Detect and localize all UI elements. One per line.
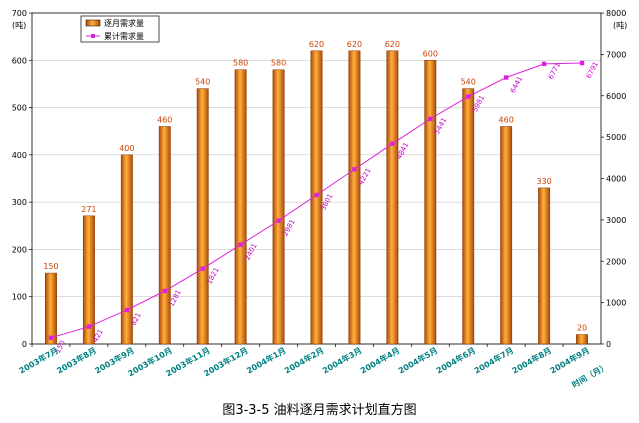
bar (196, 88, 209, 345)
bar (500, 126, 513, 345)
bar-value-label: 20 (577, 324, 587, 333)
cumulative-point (238, 242, 243, 247)
cumulative-point (86, 324, 92, 329)
bar-value-label: 150 (43, 262, 58, 271)
bar (424, 60, 437, 345)
left-tick-label: 100 (12, 293, 27, 302)
x-axis-end-label: 时间（月） (570, 361, 610, 390)
x-tick-label: 2003年7月 (17, 345, 60, 376)
cumulative-point (162, 288, 167, 294)
cumulative-point (124, 307, 130, 313)
cumulative-point (579, 60, 585, 66)
x-tick-label: 2004年8月 (510, 345, 553, 376)
right-tick-label: 1000 (606, 299, 626, 308)
legend-line-marker (91, 34, 95, 38)
cumulative-point (276, 218, 281, 223)
right-axis-unit: (吨) (613, 20, 627, 30)
cumulative-point (200, 266, 205, 271)
bar-value-label: 271 (81, 205, 96, 214)
bar-value-label: 460 (157, 115, 172, 124)
left-tick-label: 400 (12, 151, 27, 160)
bar-value-label: 600 (423, 49, 438, 58)
legend-bar-swatch (85, 19, 101, 27)
x-tick-label: 2004年6月 (434, 345, 477, 376)
bar-value-label: 460 (499, 115, 514, 124)
bars: 150 271 400 460 540 580 580 620 620 620 600 540 460 3… (43, 40, 588, 345)
bar-value-label: 400 (119, 144, 134, 153)
bar (82, 215, 95, 345)
right-tick-label: 8000 (606, 9, 626, 18)
x-tick-label: 2004年4月 (358, 345, 401, 376)
bar (234, 69, 247, 345)
bar (386, 50, 399, 345)
left-axis-unit: (吨) (12, 20, 26, 30)
bar (272, 69, 285, 345)
right-tick-label: 5000 (606, 133, 626, 142)
right-tick-label: 3000 (606, 216, 626, 225)
cumulative-point (314, 192, 319, 198)
cumulative-point (503, 75, 509, 80)
bar (538, 187, 551, 345)
bar (158, 126, 171, 345)
bar (576, 334, 588, 345)
bar-value-label: 580 (271, 59, 286, 68)
cumulative-value-label: 6441 (509, 75, 524, 94)
figure-caption: 图3-3-5 油料逐月需求计划直方图 (222, 403, 417, 418)
bar-value-label: 620 (347, 40, 362, 49)
left-tick-label: 0 (22, 340, 27, 349)
x-tick-label: 2004年9月 (548, 345, 591, 376)
right-tick-label: 6000 (606, 92, 626, 101)
bar (310, 50, 323, 345)
right-axis-ticks: 0 1000 2000 3000 4000 5000 6000 7000 8000 (601, 9, 626, 349)
left-tick-label: 700 (12, 9, 27, 18)
left-tick-label: 500 (12, 104, 27, 113)
bar-value-label: 620 (385, 40, 400, 49)
cumulative-point (466, 94, 471, 99)
left-tick-label: 200 (12, 245, 27, 254)
bar (462, 88, 475, 345)
x-tick-label: 2004年1月 (245, 345, 288, 376)
legend-line-label: 累计需求量 (104, 31, 144, 41)
legend: 逐月需求量 累计需求量 (80, 15, 160, 43)
x-tick-label: 2004年5月 (396, 345, 439, 376)
cumulative-point (48, 335, 54, 340)
bar-value-label: 540 (461, 78, 476, 87)
right-tick-label: 7000 (606, 50, 626, 59)
x-axis-ticks: 2003年7月2003年8月2003年9月2003年10月2003年11月200… (17, 344, 591, 378)
bar-value-label: 620 (309, 40, 324, 49)
bar (120, 154, 133, 345)
left-tick-label: 300 (12, 198, 27, 207)
right-tick-label: 4000 (606, 175, 626, 184)
left-axis-ticks: 0 100 200 300 400 500 600 700 (12, 9, 32, 349)
cumulative-point (352, 167, 357, 172)
x-tick-label: 2004年3月 (320, 345, 363, 376)
x-tick-label: 2004年2月 (283, 345, 326, 376)
bar (45, 272, 57, 345)
cumulative-value-label: 6791 (585, 60, 600, 79)
cumulative-point (541, 61, 547, 67)
x-tick-label: 2004年7月 (472, 345, 515, 376)
right-tick-label: 0 (606, 340, 611, 349)
bar-value-label: 580 (233, 59, 248, 68)
bar-value-label: 330 (536, 177, 551, 186)
chart: 150 271 400 460 540 580 580 620 620 620 600 540 460 3… (12, 9, 628, 390)
left-tick-label: 600 (12, 56, 27, 65)
bar-value-label: 540 (195, 78, 210, 87)
legend-bar-label: 逐月需求量 (104, 18, 144, 28)
cumulative-point (390, 141, 395, 146)
bar (348, 50, 361, 345)
cumulative-point (428, 116, 433, 122)
right-tick-label: 2000 (606, 257, 626, 266)
